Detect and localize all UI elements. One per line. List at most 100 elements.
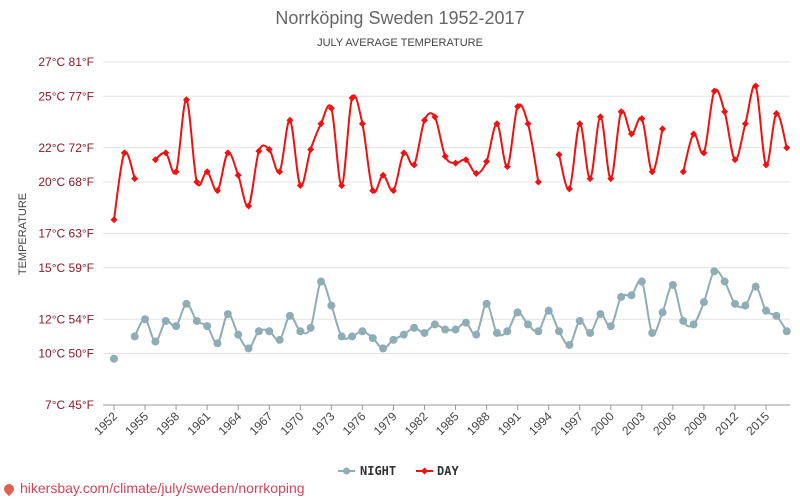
data-point-night (513, 308, 522, 317)
data-point-day (596, 113, 604, 121)
data-point-night (648, 328, 657, 337)
data-point-night (265, 327, 274, 336)
data-point-night (151, 337, 160, 346)
x-tick-label: 1952 (91, 409, 120, 438)
data-point-night (441, 325, 450, 334)
data-point-day (524, 120, 532, 128)
data-point-night (192, 316, 201, 325)
data-point-day (358, 120, 366, 128)
data-point-night (668, 280, 677, 289)
data-point-day (441, 152, 449, 160)
x-tick-label: 2000 (588, 409, 617, 438)
legend: NIGHT DAY (338, 464, 459, 478)
data-point-night (782, 327, 791, 336)
data-point-day (617, 108, 625, 116)
data-point-day (338, 181, 346, 189)
data-point-day (741, 120, 749, 128)
y-tick-label: 12°C 54°F (38, 312, 94, 326)
data-point-day (659, 125, 667, 133)
data-point-night (172, 322, 181, 331)
data-point-night (731, 299, 739, 308)
data-point-night (430, 320, 439, 329)
data-point-night (596, 310, 605, 319)
data-point-day (224, 149, 232, 157)
data-point-night (627, 291, 636, 300)
x-axis: 1952 1955 1958 1961 1964 1967 1970 1973 1976 1979… (91, 405, 772, 438)
data-point-night (203, 322, 212, 331)
data-point-day (607, 175, 615, 183)
data-point-night (410, 323, 419, 332)
data-point-night (524, 320, 532, 329)
data-point-night (358, 327, 367, 336)
data-point-night (420, 328, 429, 337)
data-point-day (410, 161, 418, 169)
y-tick-label: 7°C 45°F (45, 398, 94, 412)
data-point-night (182, 299, 191, 308)
x-tick-label: 2009 (681, 409, 710, 438)
data-point-day (628, 130, 635, 138)
legend-label-night[interactable]: NIGHT (360, 464, 396, 478)
data-point-night (110, 354, 118, 363)
y-tick-label: 27°C 81°F (38, 55, 94, 69)
legend-label-day[interactable]: DAY (437, 464, 459, 478)
data-point-day (421, 116, 428, 124)
data-point-day (245, 202, 253, 210)
data-point-day (514, 103, 522, 111)
data-point-day (110, 216, 118, 224)
data-point-night (586, 328, 595, 337)
data-point-day (172, 168, 180, 176)
x-tick-label: 2015 (743, 409, 772, 438)
data-point-night (772, 311, 781, 320)
data-point-night (379, 344, 388, 353)
data-point-day (493, 120, 501, 128)
data-point-night (689, 320, 698, 329)
series-day (110, 82, 791, 224)
legend-marker-day (421, 467, 428, 475)
data-point-day (772, 109, 780, 117)
data-point-night (327, 301, 336, 310)
x-tick-label: 1985 (433, 409, 462, 438)
data-point-day (565, 185, 573, 193)
data-point-night (275, 335, 284, 344)
data-point-night (720, 277, 729, 286)
data-point-day (462, 156, 470, 164)
data-point-night (637, 277, 646, 286)
x-tick-label: 1976 (340, 409, 369, 438)
x-tick-label: 2006 (650, 409, 679, 438)
data-point-night (658, 308, 667, 317)
data-point-night (141, 315, 150, 324)
data-point-day (503, 163, 511, 171)
data-point-day (317, 120, 325, 128)
data-point-day (379, 171, 387, 179)
data-point-day (710, 87, 718, 95)
data-point-day (638, 115, 646, 123)
x-tick-label: 1979 (371, 409, 400, 438)
y-tick-label: 20°C 68°F (38, 175, 94, 189)
footer-link[interactable]: hikersbay.com/climate/july/sweden/norrko… (20, 480, 305, 496)
data-point-night (503, 327, 512, 336)
data-point-night (296, 327, 305, 336)
x-tick-label: 1982 (402, 409, 431, 438)
series-line-night (133, 269, 788, 350)
y-tick-label: 17°C 63°F (38, 227, 94, 241)
data-point-day (162, 149, 170, 157)
chart-subtitle: JULY AVERAGE TEMPERATURE (317, 37, 483, 49)
data-point-day (369, 187, 377, 195)
data-point-day (276, 168, 284, 176)
x-tick-label: 1964 (216, 409, 245, 438)
data-point-day (576, 120, 584, 128)
series-line-day (154, 94, 540, 208)
y-axis-label: TEMPERATURE (17, 193, 29, 275)
data-point-night (565, 340, 574, 349)
data-point-day (472, 169, 480, 177)
data-point-day (721, 108, 729, 116)
data-point-night (130, 332, 139, 341)
data-point-day (679, 168, 687, 176)
data-point-day (120, 149, 128, 157)
data-point-night (534, 327, 543, 336)
data-point-day (483, 157, 491, 165)
data-point-night (317, 277, 325, 286)
data-point-day (700, 149, 708, 157)
data-point-day (783, 144, 791, 152)
data-point-day (151, 156, 159, 164)
